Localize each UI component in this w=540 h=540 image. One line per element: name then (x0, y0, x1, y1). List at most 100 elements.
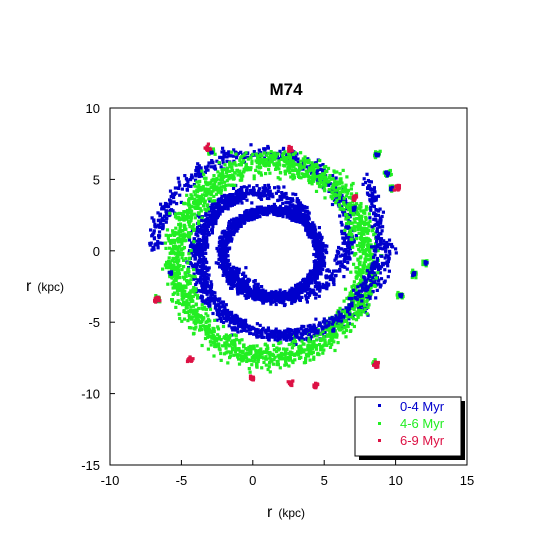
star-cluster-4-6-myr (200, 343, 204, 348)
star-cluster-0-4-myr (204, 232, 208, 236)
star-cluster-4-6-myr (216, 170, 220, 174)
star-cluster-0-4-myr (258, 215, 262, 219)
star-cluster-4-6-myr (337, 193, 341, 197)
star-cluster-4-6-myr (309, 345, 313, 349)
star-cluster-0-4-myr (267, 186, 271, 190)
star-cluster-0-4-myr (229, 154, 233, 158)
star-cluster-4-6-myr (254, 362, 259, 366)
star-cluster-0-4-myr (311, 230, 315, 234)
star-cluster-0-4-myr (221, 240, 225, 244)
star-cluster-4-6-myr (224, 333, 228, 337)
star-cluster-4-6-myr (296, 163, 301, 167)
star-cluster-0-4-myr (381, 247, 385, 251)
star-cluster-0-4-myr (385, 245, 390, 249)
star-cluster-0-4-myr (196, 226, 200, 230)
star-cluster-4-6-myr (363, 239, 367, 243)
star-cluster-0-4-myr (237, 281, 241, 285)
star-cluster-4-6-myr (225, 340, 229, 344)
star-cluster-4-6-myr (347, 220, 351, 224)
star-cluster-0-4-myr (279, 196, 283, 200)
star-cluster-0-4-myr (188, 178, 193, 182)
star-cluster-0-4-myr (257, 148, 261, 152)
star-cluster-0-4-myr (243, 293, 247, 298)
star-cluster-4-6-myr (238, 353, 242, 357)
star-cluster-0-4-myr (257, 187, 261, 191)
star-cluster-4-6-myr (326, 328, 330, 332)
star-cluster-0-4-myr (365, 191, 370, 195)
star-cluster-4-6-myr (278, 366, 282, 370)
star-cluster-4-6-myr (354, 266, 358, 270)
star-cluster-4-6-myr (164, 266, 168, 270)
star-cluster-4-6-myr (253, 357, 257, 361)
star-cluster-0-4-myr (218, 316, 222, 321)
star-cluster-4-6-myr (358, 241, 362, 245)
star-cluster-4-6-myr (308, 358, 312, 362)
star-cluster-0-4-myr (298, 283, 302, 287)
star-cluster-0-4-myr (227, 239, 231, 243)
star-cluster-4-6-myr (183, 226, 187, 230)
star-cluster-0-4-myr (195, 239, 199, 243)
star-cluster-4-6-myr (190, 289, 194, 293)
star-cluster-4-6-myr (174, 277, 178, 281)
star-cluster-0-4-myr (256, 335, 260, 339)
star-cluster-0-4-myr (225, 253, 229, 257)
star-cluster-0-4-myr (294, 213, 298, 217)
star-cluster-4-6-myr (289, 175, 293, 179)
star-cluster-4-6-myr (369, 292, 373, 296)
star-cluster-4-6-myr (299, 159, 303, 163)
star-cluster-4-6-myr (290, 342, 294, 346)
star-cluster-0-4-myr (278, 213, 282, 217)
star-cluster-0-4-myr (369, 205, 373, 209)
star-cluster-0-4-myr (248, 294, 252, 298)
star-cluster-0-4-myr (315, 179, 319, 183)
star-cluster-4-6-myr (169, 266, 173, 270)
star-cluster-4-6-myr (165, 260, 169, 264)
star-cluster-0-4-myr (383, 268, 387, 272)
star-cluster-0-4-myr (156, 223, 161, 227)
star-cluster-4-6-myr (344, 194, 349, 198)
star-cluster-0-4-myr (350, 242, 354, 246)
star-cluster-4-6-myr (181, 258, 186, 262)
star-cluster-0-4-myr (234, 272, 238, 277)
star-cluster-4-6-myr (189, 326, 193, 330)
star-cluster-0-4-myr (336, 251, 340, 255)
star-cluster-4-6-myr (172, 260, 176, 264)
star-cluster-4-6-myr (310, 182, 314, 186)
star-cluster-0-4-myr (243, 155, 247, 159)
star-cluster-4-6-myr (283, 150, 287, 154)
star-cluster-4-6-myr (311, 179, 315, 183)
star-cluster-4-6-myr (297, 171, 301, 175)
star-cluster-4-6-myr (196, 221, 201, 226)
star-cluster-0-4-myr (302, 281, 306, 285)
star-cluster-4-6-myr (367, 224, 371, 228)
star-cluster-0-4-myr (331, 280, 336, 284)
star-cluster-0-4-myr (348, 247, 352, 251)
star-cluster-0-4-myr (334, 176, 338, 180)
star-cluster-0-4-myr (236, 226, 240, 230)
star-cluster-0-4-myr (207, 296, 211, 300)
star-cluster-0-4-myr (242, 217, 246, 221)
star-cluster-0-4-myr (338, 254, 342, 258)
star-cluster-4-6-myr (192, 286, 196, 290)
star-cluster-4-6-myr (299, 176, 303, 180)
star-cluster-4-6-myr (189, 218, 193, 223)
star-cluster-0-4-myr (211, 311, 215, 316)
star-cluster-0-4-myr (255, 295, 259, 299)
star-cluster-0-4-myr (267, 191, 271, 196)
star-cluster-4-6-myr (213, 199, 217, 203)
star-cluster-0-4-myr (285, 338, 289, 342)
star-cluster-0-4-myr (245, 287, 249, 291)
star-cluster-0-4-myr (315, 269, 319, 273)
star-cluster-4-6-myr (291, 177, 295, 181)
star-cluster-0-4-myr (266, 188, 270, 193)
star-cluster-4-6-myr (313, 164, 317, 168)
star-cluster-0-4-myr (302, 223, 306, 227)
star-cluster-4-6-myr (319, 181, 323, 185)
star-cluster-4-6-myr (314, 189, 319, 193)
star-cluster-4-6-myr (226, 174, 230, 178)
star-cluster-0-4-myr (218, 155, 223, 160)
star-cluster-4-6-myr (176, 299, 180, 303)
star-cluster-4-6-myr (248, 351, 252, 355)
star-cluster-4-6-myr (317, 184, 322, 189)
star-cluster-0-4-myr (254, 289, 258, 293)
